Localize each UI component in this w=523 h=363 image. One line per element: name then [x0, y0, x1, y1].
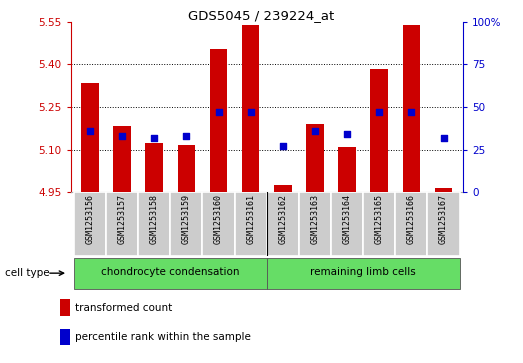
Bar — [370, 69, 388, 192]
Point — [407, 109, 416, 115]
Text: remaining limb cells: remaining limb cells — [310, 268, 416, 277]
Text: GSM1253160: GSM1253160 — [214, 194, 223, 244]
Text: GSM1253163: GSM1253163 — [311, 194, 320, 244]
Bar — [435, 188, 452, 192]
Text: chondrocyte condensation: chondrocyte condensation — [101, 268, 240, 277]
Bar — [113, 126, 131, 192]
Bar — [106, 192, 138, 256]
Point — [343, 131, 351, 137]
Bar — [331, 192, 363, 256]
Point — [246, 109, 255, 115]
Text: GSM1253162: GSM1253162 — [278, 194, 287, 244]
Text: GSM1253157: GSM1253157 — [118, 194, 127, 244]
Point — [214, 109, 223, 115]
Text: GSM1253156: GSM1253156 — [85, 194, 94, 244]
Bar — [74, 192, 106, 256]
Bar — [145, 143, 163, 192]
Bar — [60, 329, 70, 345]
Text: GSM1253165: GSM1253165 — [375, 194, 384, 244]
Bar — [202, 192, 235, 256]
Point — [86, 128, 94, 134]
Point — [311, 128, 319, 134]
Bar — [177, 146, 195, 192]
Point — [150, 135, 158, 141]
Bar — [81, 83, 99, 192]
Bar — [210, 49, 228, 192]
Bar — [235, 192, 267, 256]
Bar — [403, 25, 420, 192]
Point — [279, 143, 287, 149]
Point — [375, 109, 383, 115]
Bar — [363, 192, 395, 256]
Point — [439, 135, 448, 141]
Text: GSM1253167: GSM1253167 — [439, 194, 448, 244]
Text: transformed count: transformed count — [75, 303, 173, 313]
Text: GSM1253158: GSM1253158 — [150, 194, 158, 244]
Bar — [242, 25, 259, 192]
Text: percentile rank within the sample: percentile rank within the sample — [75, 332, 252, 342]
Text: GSM1253166: GSM1253166 — [407, 194, 416, 244]
Bar — [267, 258, 460, 289]
Bar — [427, 192, 460, 256]
Text: GSM1253159: GSM1253159 — [182, 194, 191, 244]
Bar — [306, 124, 324, 192]
Bar — [267, 192, 299, 256]
Bar — [395, 192, 427, 256]
Bar — [60, 299, 70, 315]
Bar — [74, 258, 267, 289]
Text: cell type: cell type — [5, 268, 50, 278]
Bar — [274, 185, 292, 192]
Bar — [299, 192, 331, 256]
Text: GDS5045 / 239224_at: GDS5045 / 239224_at — [188, 9, 335, 22]
Point — [118, 133, 126, 139]
Bar — [170, 192, 202, 256]
Bar — [138, 192, 170, 256]
Bar — [338, 147, 356, 192]
Point — [182, 133, 190, 139]
Text: GSM1253164: GSM1253164 — [343, 194, 351, 244]
Text: GSM1253161: GSM1253161 — [246, 194, 255, 244]
